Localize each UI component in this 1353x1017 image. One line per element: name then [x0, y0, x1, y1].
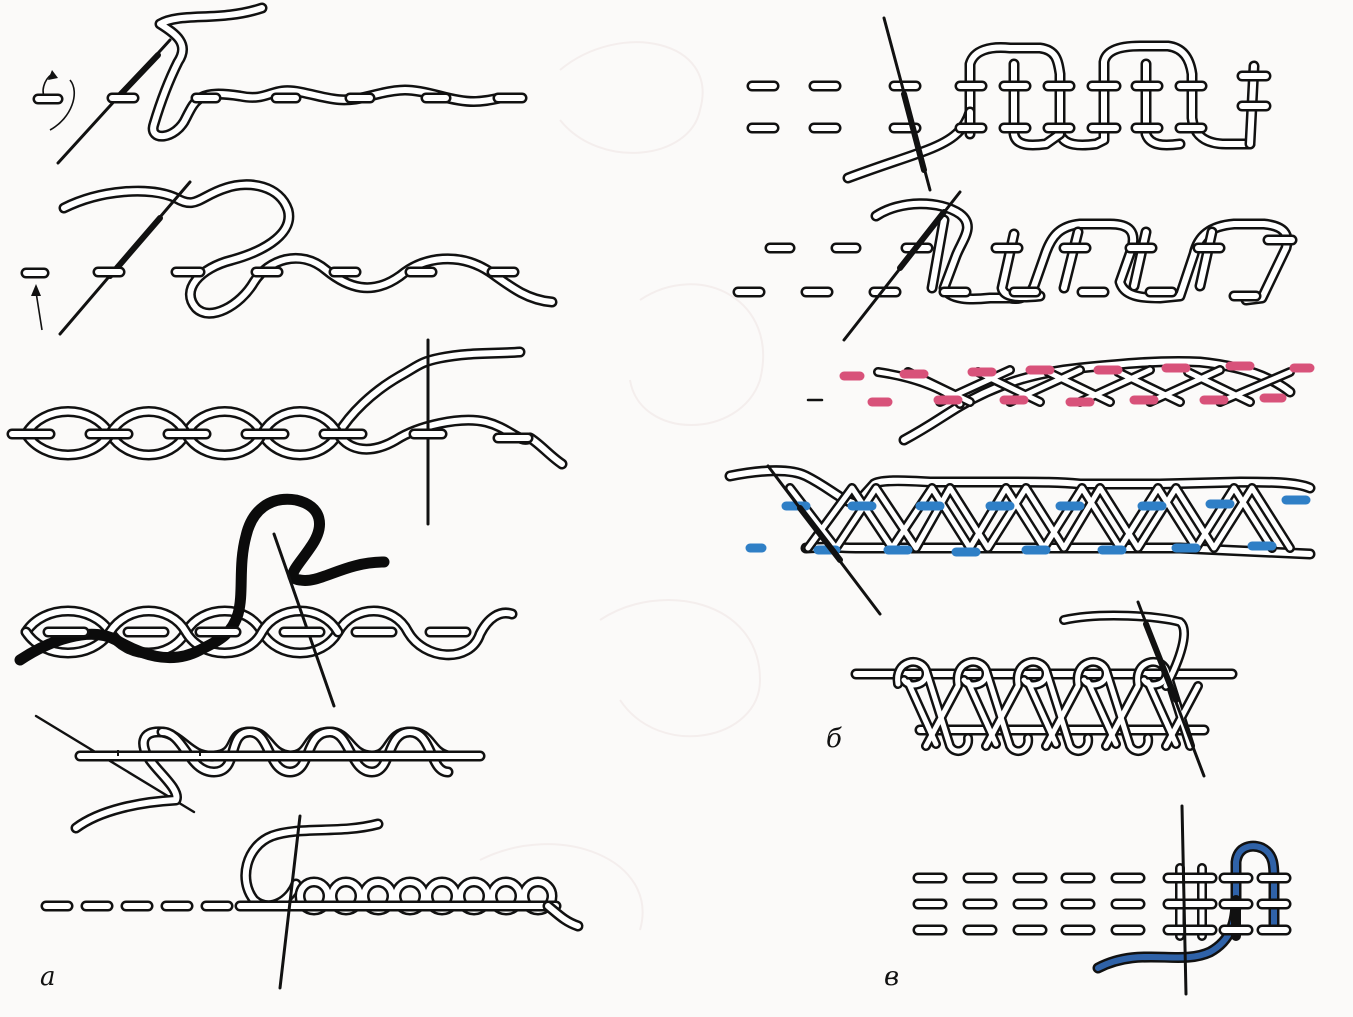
row-b3-pink-bars	[839, 361, 1315, 407]
row-b3-pink-herringbone	[806, 355, 1315, 446]
row-a2-loop-stitch	[20, 179, 558, 336]
row-b5-coil-lattice	[850, 600, 1238, 778]
panel-label-b: б	[826, 724, 842, 754]
row-a1-wave-stitch	[32, 2, 528, 165]
background-ghost-print	[479, 41, 765, 931]
row-b1-interlaced-square	[746, 16, 1272, 192]
row-a5-looped-running	[34, 714, 486, 834]
panel-b-stitches	[724, 16, 1316, 778]
panel-label-c: в	[884, 962, 900, 992]
panel-a-stitches	[6, 2, 584, 990]
row-a4-whipped-chain	[14, 493, 518, 708]
row-a6-coiled-stitch	[40, 814, 584, 990]
panel-label-a: а	[40, 962, 56, 992]
row-b4-blue-interlaced	[724, 464, 1316, 616]
row-b2-interlaced-slanted	[732, 190, 1298, 342]
row-a3-chain-stitch	[6, 338, 568, 526]
panel-c-stitches	[912, 804, 1292, 996]
